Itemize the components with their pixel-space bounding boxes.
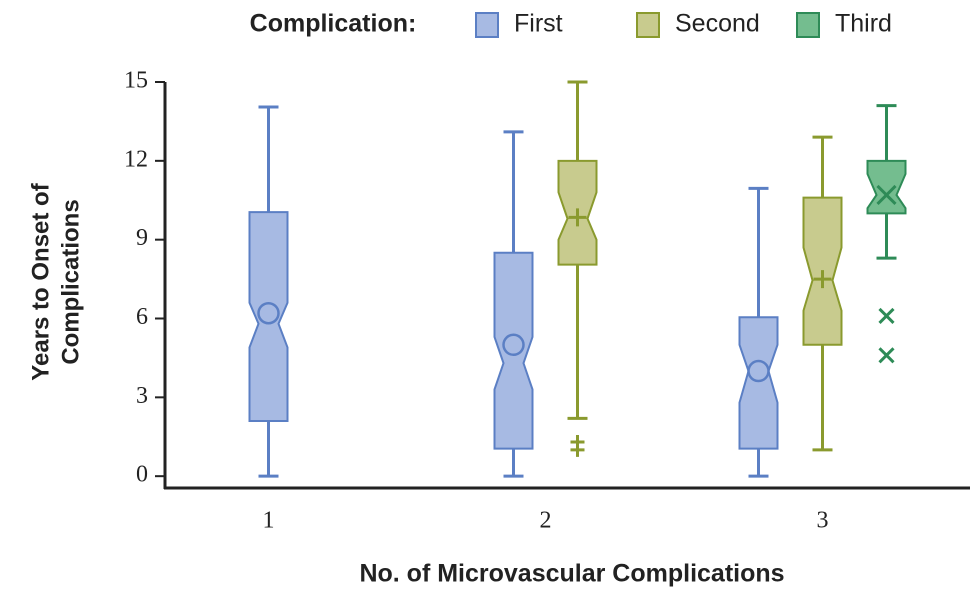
box-group [738,186,779,478]
legend-label: First [514,10,563,38]
box-group [248,105,289,478]
y-tick-label: 6 [136,304,148,330]
outlier [878,307,895,324]
legend-label: Third [835,10,892,38]
y-axis-title-line: Years to Onset of [27,182,54,380]
outlier [570,442,585,457]
box [248,211,289,422]
box-group [866,104,907,260]
box [493,251,534,450]
mean-marker [502,333,525,357]
y-axis-title-line: Complications [57,199,84,364]
mean-marker [747,359,770,383]
legend-swatch [636,12,660,38]
legend-swatch [796,12,820,38]
box [866,159,907,215]
box-group [802,135,843,452]
y-tick-label: 12 [124,146,148,172]
x-axis-title: No. of Microvascular Complications [359,560,784,588]
x-tick-label: 3 [817,508,829,534]
legend-label: Second [675,10,760,38]
y-tick-label: 15 [124,68,148,94]
y-tick-label: 0 [136,462,148,488]
y-tick-label: 9 [136,225,148,251]
box-group [557,80,598,420]
legend-swatch [475,12,499,38]
mean-marker [257,301,280,325]
mean-marker [568,208,587,227]
x-tick-label: 1 [263,508,275,534]
mean-marker [813,270,832,289]
legend-title: Complication: [250,10,417,38]
y-axis-title: Years to Onset of Complications [27,182,84,380]
box [738,316,779,450]
outlier [878,347,895,364]
mean-marker [876,184,897,206]
box-group [493,130,534,478]
x-tick-label: 2 [540,508,552,534]
y-tick-label: 3 [136,383,148,409]
